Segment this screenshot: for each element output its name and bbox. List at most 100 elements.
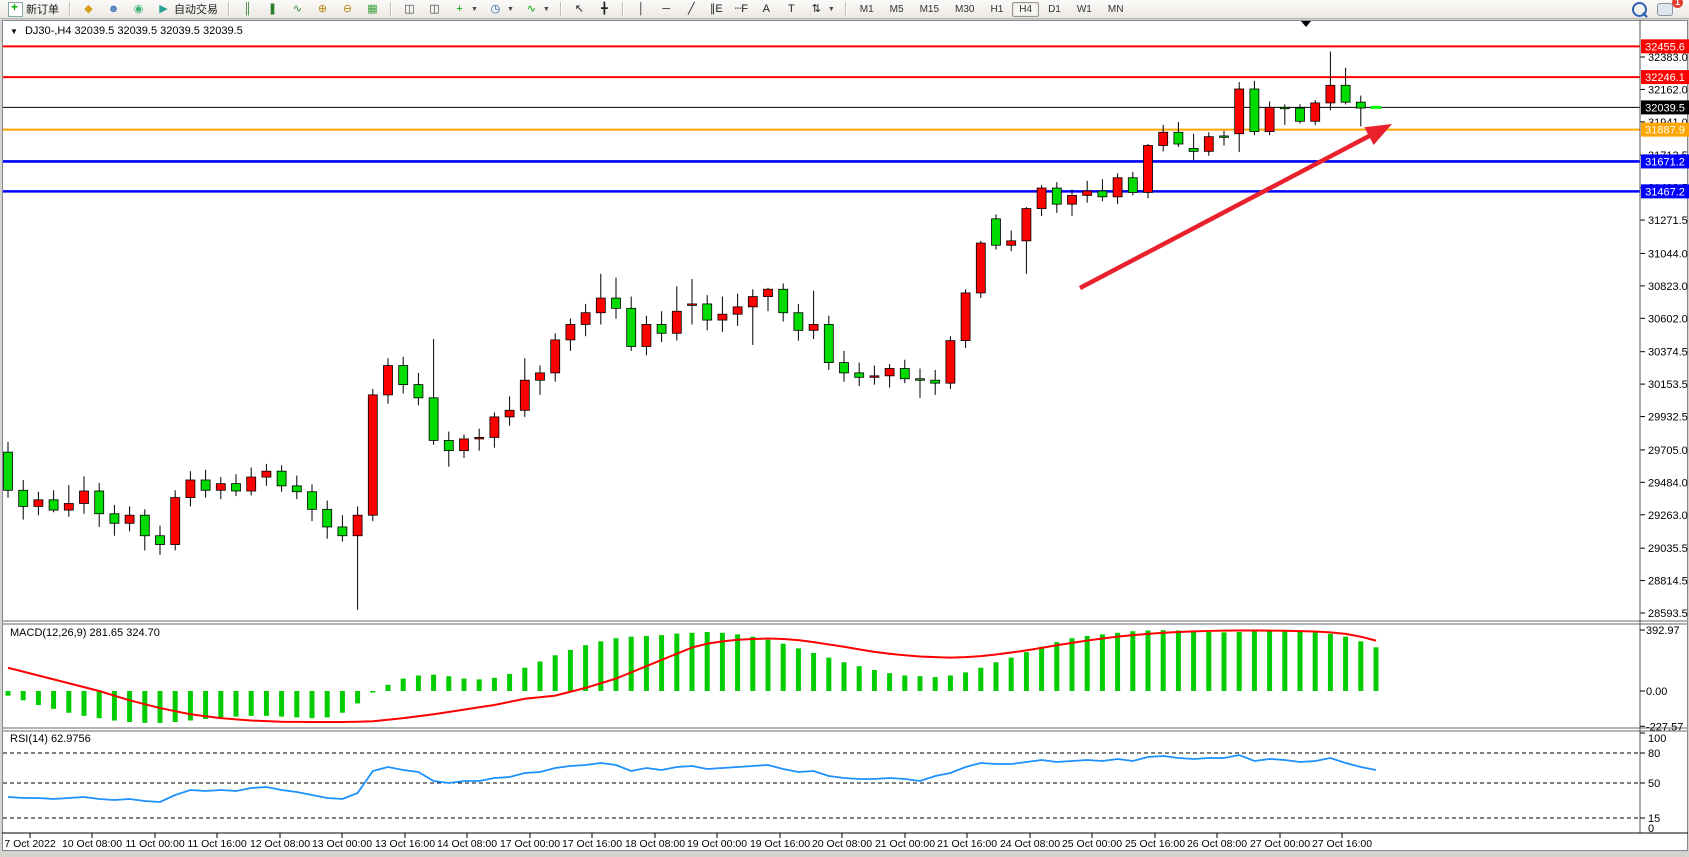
indicator-window-b-icon[interactable]: ◫ (423, 2, 446, 17)
fibonacci-icon[interactable]: ┈F (730, 2, 753, 17)
candle-body[interactable] (504, 409, 515, 418)
candle-body[interactable] (717, 313, 728, 321)
candle-body[interactable] (79, 490, 89, 504)
candle-body[interactable] (565, 324, 576, 341)
vline-icon[interactable]: │ (630, 2, 653, 17)
timeframe-button-mn[interactable]: MN (1107, 3, 1124, 15)
candle-body[interactable] (960, 292, 971, 342)
hline-icon[interactable]: ─ (655, 2, 678, 17)
timeframe-button-w1[interactable]: W1 (1076, 3, 1092, 15)
candle-body[interactable] (33, 499, 44, 507)
candle-body[interactable] (170, 497, 181, 545)
candle-body[interactable] (1067, 194, 1077, 205)
candle-body[interactable] (763, 288, 773, 297)
candle-body[interactable] (1234, 88, 1245, 135)
candle-body[interactable] (854, 372, 865, 378)
candle-body[interactable] (474, 437, 485, 440)
candle-body[interactable] (747, 296, 758, 308)
timeframe-button-d1[interactable]: D1 (1048, 3, 1061, 15)
candle-body[interactable] (1188, 148, 1199, 152)
styler-icon[interactable]: ◆ (77, 2, 100, 17)
candle-body[interactable] (63, 503, 74, 511)
trendline-icon[interactable]: ╱ (680, 2, 703, 17)
indicators-icon[interactable]: ∿ ▼ (520, 2, 554, 17)
candle-body[interactable] (1264, 106, 1275, 132)
candle-body[interactable] (580, 312, 591, 325)
candle-body[interactable] (200, 479, 211, 491)
channel-icon[interactable]: ∥E (705, 2, 728, 17)
candle-body[interactable] (884, 368, 895, 377)
candle-body[interactable] (307, 491, 317, 510)
arrows-icon[interactable]: ⇅ ▼ (805, 2, 839, 17)
candle-body[interactable] (1219, 135, 1229, 138)
candle-body[interactable] (94, 490, 105, 515)
candle-body[interactable] (778, 288, 789, 314)
candle-body[interactable] (231, 483, 241, 492)
candle-body[interactable] (823, 324, 834, 364)
candle-body[interactable] (398, 365, 409, 386)
candle-body[interactable] (48, 499, 59, 511)
zoom-out-icon[interactable]: ⊖ (336, 2, 359, 17)
candle-body[interactable] (352, 514, 363, 537)
trend-arrow-line[interactable] (1078, 132, 1374, 290)
profile-icon[interactable]: ☻ (102, 2, 125, 17)
candle-body[interactable] (1310, 102, 1321, 122)
candle-body[interactable] (413, 384, 424, 399)
crosshair-icon[interactable]: ╋ (593, 2, 616, 17)
chart-title[interactable]: ▼ DJ30-,H4 32039.5 32039.5 32039.5 32039… (10, 25, 243, 37)
candle-body[interactable] (702, 303, 713, 321)
candle-body[interactable] (930, 379, 941, 384)
candle-body[interactable] (291, 485, 302, 493)
candle-body[interactable] (1279, 106, 1290, 110)
candle-body[interactable] (519, 379, 530, 411)
period-clock-icon[interactable]: ◷ ▼ (484, 2, 518, 17)
candle-body[interactable] (808, 324, 819, 331)
candle-body[interactable] (109, 513, 120, 524)
bar-chart-icon[interactable]: ║ (236, 2, 259, 17)
candle-body[interactable] (1158, 131, 1169, 146)
candle-body[interactable] (124, 514, 135, 524)
candle-body[interactable] (1203, 136, 1214, 152)
timeframe-button-h1[interactable]: H1 (990, 3, 1004, 15)
cursor-icon[interactable]: ↖ (568, 2, 591, 17)
candle-body[interactable] (595, 297, 606, 314)
tile-windows-icon[interactable]: ▦ (361, 2, 384, 17)
candle-body[interactable] (1112, 177, 1123, 198)
candle-body[interactable] (991, 218, 1001, 246)
text-icon[interactable]: A (755, 2, 778, 17)
candle-body[interactable] (155, 535, 165, 545)
candle-body[interactable] (975, 242, 986, 294)
candlestick-icon[interactable]: ❚ (261, 2, 284, 17)
candle-body[interactable] (687, 303, 697, 306)
search-button[interactable] (1628, 1, 1651, 18)
candle-body[interactable] (1355, 101, 1366, 109)
candle-body[interactable] (428, 397, 439, 441)
candle-body[interactable] (656, 324, 667, 334)
candle-body[interactable] (1295, 107, 1305, 122)
candle-body[interactable] (367, 394, 378, 516)
candle-body[interactable] (337, 526, 348, 537)
candle-body[interactable] (732, 306, 743, 315)
candle-body[interactable] (793, 312, 804, 331)
candle-body[interactable] (443, 439, 454, 452)
auto-trading-button[interactable]: ▶ 自动交易 (152, 0, 222, 18)
candle-body[interactable] (641, 324, 652, 347)
add-chart-icon[interactable]: + ▼ (448, 2, 482, 17)
candle-body[interactable] (322, 508, 333, 528)
candle-body[interactable] (1249, 88, 1260, 132)
candle-body[interactable] (945, 340, 956, 384)
candle-body[interactable] (535, 372, 545, 381)
label-icon[interactable]: T (780, 2, 803, 17)
candle-body[interactable] (383, 365, 393, 396)
timeframe-button-m30[interactable]: M30 (955, 3, 975, 15)
candle-body[interactable] (626, 307, 637, 347)
candle-body[interactable] (1036, 187, 1047, 209)
candle-body[interactable] (1021, 208, 1032, 242)
candle-body[interactable] (18, 489, 29, 507)
indicator-window-a-icon[interactable]: ◫ (398, 2, 421, 17)
candle-body[interactable] (1051, 187, 1062, 205)
candle-body[interactable] (139, 514, 150, 537)
candle-body[interactable] (261, 470, 272, 478)
signals-icon[interactable]: ◉ (127, 2, 150, 17)
